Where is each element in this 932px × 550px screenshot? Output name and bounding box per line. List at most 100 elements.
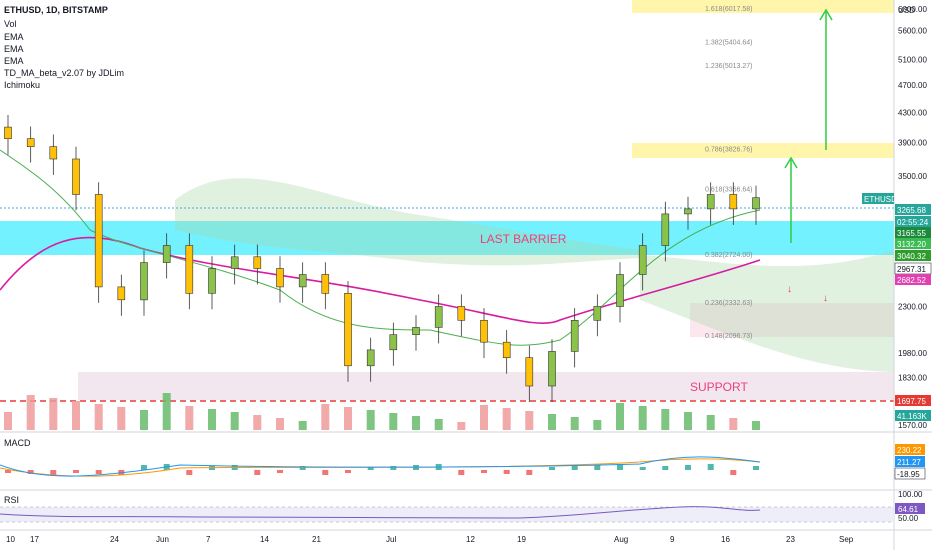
fib-label-1: 1.382(5404.64) <box>705 39 752 46</box>
rsi-tick-1: 50.00 <box>898 514 919 523</box>
volume-bar-20 <box>457 422 466 430</box>
rsi-line <box>0 506 761 519</box>
candle-body-5 <box>117 286 126 301</box>
volume-bar-19 <box>434 419 443 430</box>
ichimoku-cloud-1 <box>175 178 640 266</box>
candle-body-3 <box>72 158 80 195</box>
volume-bar-31 <box>706 415 715 430</box>
price-tick-3: 4700.00 <box>898 81 927 90</box>
macd-line <box>0 456 761 477</box>
macd-label: MACD <box>4 438 31 448</box>
price-tag-2: 02:55:24 <box>897 218 929 227</box>
macd-hist-bar-31 <box>707 464 714 470</box>
rsi-band <box>0 507 894 522</box>
rsi-label: RSI <box>4 495 19 505</box>
volume-bar-4 <box>94 404 103 430</box>
time-tick-12: 16 <box>721 535 730 544</box>
chart-header: ETHUSD, 1D, BITSTAMP Vol EMA EMA EMA TD_… <box>4 5 124 90</box>
ichimoku-cloud-2 <box>640 250 894 372</box>
price-tick-11: 1570.00 <box>898 421 927 430</box>
price-tick-4: 4300.00 <box>898 108 927 117</box>
rsi-tag-bg <box>895 503 925 514</box>
price-tag-7: 2682.52 <box>897 276 926 285</box>
time-tick-14: Sep <box>839 535 854 544</box>
fib-label-5: 0.382(2724.00) <box>705 252 752 259</box>
indicator-ema-3: EMA <box>4 56 24 66</box>
volume-bar-33 <box>752 421 760 430</box>
macd-hist-bar-16 <box>367 467 374 470</box>
volume-bar-27 <box>616 403 624 430</box>
candle-body-28 <box>638 245 647 275</box>
indicator-ema-1: EMA <box>4 32 24 42</box>
time-tick-4: 7 <box>206 535 211 544</box>
last-barrier-label: LAST BARRIER <box>480 232 567 246</box>
time-tick-3: Jun <box>156 535 169 544</box>
fib-label-2: 1.236(5013.27) <box>705 63 752 70</box>
price-tick-5: 3900.00 <box>898 139 927 148</box>
macd-hist-bar-27 <box>617 464 623 470</box>
macd-hist-bar-11 <box>254 470 261 475</box>
price-tag-3: 3165.55 <box>897 229 926 238</box>
time-tick-0: 10 <box>6 535 15 544</box>
candle-body-6 <box>140 262 148 301</box>
volume-bar-6 <box>140 410 148 430</box>
candle-body-4 <box>94 194 103 288</box>
volume-bar-5 <box>117 407 126 430</box>
macd-hist-bar-14 <box>322 470 329 475</box>
macd-hist-bar-3 <box>73 470 79 473</box>
volume-bar-10 <box>230 412 239 430</box>
macd-hist-bar-20 <box>458 470 465 475</box>
volume-bar-25 <box>570 417 579 430</box>
candle-body-20 <box>457 306 466 321</box>
macd-hist-bar-29 <box>662 466 669 470</box>
price-tick-6: 3500.00 <box>898 172 927 181</box>
time-tick-8: 12 <box>466 535 475 544</box>
price-tag-6: 2967.31 <box>897 265 926 274</box>
volume-bar-0 <box>4 412 12 430</box>
price-tick-1: 5600.00 <box>898 26 927 35</box>
candle-body-26 <box>593 306 602 321</box>
volume-bar-12 <box>276 418 284 430</box>
volume-bar-8 <box>185 406 194 430</box>
volume-bar-24 <box>548 414 556 430</box>
indicator-ichimoku: Ichimoku <box>4 80 40 90</box>
volume-bar-9 <box>208 409 216 430</box>
candle-body-7 <box>162 245 171 263</box>
time-tick-11: 9 <box>670 535 675 544</box>
price-tag-bg-2 <box>895 216 931 227</box>
candle-body-31 <box>706 194 715 210</box>
time-tick-9: 19 <box>517 535 526 544</box>
candle-body-16 <box>366 349 375 367</box>
macd-value-1: 211.27 <box>897 458 921 467</box>
fib-label-6: 0.236(2332.63) <box>705 300 752 307</box>
symbol-title: ETHUSD, 1D, BITSTAMP <box>4 5 108 15</box>
macd-hist-bar-13 <box>299 466 306 470</box>
macd-hist-bar-28 <box>639 467 646 470</box>
price-tag-1: 3265.68 <box>897 206 926 215</box>
time-tick-13: 23 <box>786 535 795 544</box>
fib-levels: 1.618(6017.58) 1.382(5404.64) 1.236(5013.2… <box>705 6 752 340</box>
currency-label: USD <box>898 6 915 15</box>
volume-bar-29 <box>661 409 670 430</box>
price-tick-9: 1980.00 <box>898 349 927 358</box>
fib-label-0: 1.618(6017.58) <box>705 6 752 13</box>
price-tag-9: 41.163K <box>897 412 927 421</box>
macd-tag-bg-0 <box>895 444 925 455</box>
macd-hist-bar-24 <box>549 467 555 470</box>
fib-zone-top <box>632 0 894 13</box>
time-axis[interactable]: 10 17 24 Jun 7 14 21 Jul 12 19 Aug 9 16 23 Sep <box>6 535 854 544</box>
volume-bar-22 <box>502 408 511 430</box>
volume-bar-18 <box>412 416 420 430</box>
candles-group <box>4 115 760 402</box>
macd-value-0: 230.22 <box>897 446 922 455</box>
volume-bar-28 <box>638 406 647 430</box>
indicator-ema-2: EMA <box>4 44 24 54</box>
volume-bar-15 <box>344 407 352 430</box>
candle-body-24 <box>548 351 556 387</box>
candle-body-30 <box>684 208 692 215</box>
candle-body-11 <box>253 256 262 269</box>
support-label: SUPPORT <box>690 380 748 394</box>
price-tag-8: 1697.75 <box>897 397 926 406</box>
